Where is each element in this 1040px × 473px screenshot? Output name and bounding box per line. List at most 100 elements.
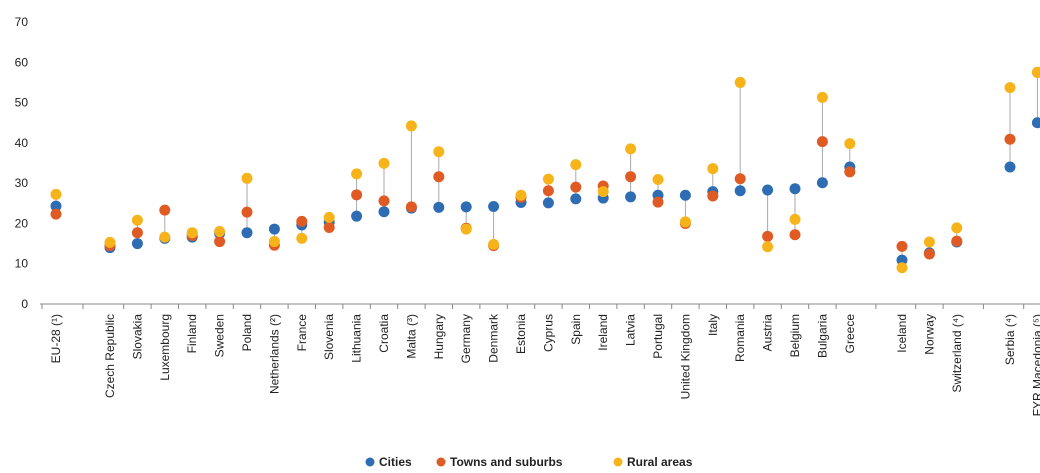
rural-areas-point [1004,82,1016,94]
rural-areas-point [816,91,828,103]
cities-point [351,210,363,222]
cities-point [1031,117,1040,129]
category-label: EU-28 (¹) [49,314,63,363]
category-label: FYR Macedonia (⁵) [1030,314,1040,416]
rural-areas-point [104,236,116,248]
category-label: Slovenia [322,314,336,360]
category-label: Greece [843,314,857,354]
range-lines [55,72,1038,268]
y-tick-label: 50 [15,96,29,110]
category-label: Malta (³) [404,314,418,359]
towns-suburbs-point [241,206,253,218]
legend-cities-marker [365,457,375,467]
towns-suburbs-point [131,227,143,239]
rural-areas-point [351,168,363,180]
towns-suburbs-point [570,181,582,193]
rural-areas-point [159,231,171,243]
towns-suburbs-point [844,166,856,178]
towns-suburbs-point [351,189,363,201]
cities-point [131,238,143,250]
category-label: Austria [761,314,775,352]
rural-areas-point [50,188,62,200]
rural-areas-point [625,143,637,155]
cities-point [679,189,691,201]
category-label: Denmark [487,313,501,363]
towns-suburbs-point [159,204,171,216]
rural-areas-point [652,174,664,186]
category-label: France [295,314,309,352]
rural-areas-point [241,172,253,184]
category-label: Belgium [788,314,802,357]
towns-suburbs-point [1004,133,1016,145]
cities-point [542,197,554,209]
category-label: Estonia [514,314,528,354]
rural-areas-point [214,225,226,237]
y-tick-label: 10 [15,257,29,271]
towns-suburbs-point [816,136,828,148]
y-tick-label: 60 [15,55,29,69]
y-axis: 0 10 20 30 40 50 60 70 [15,15,29,311]
rural-areas-point [923,236,935,248]
y-tick-label: 30 [15,176,29,190]
data-points [50,66,1040,274]
category-label: United Kingdom [678,314,692,399]
rural-areas-point [378,157,390,169]
category-label: Iceland [895,314,909,353]
rural-areas-point [734,76,746,88]
towns-suburbs-point [296,215,308,227]
category-label: Croatia [377,314,391,353]
category-label: Cyprus [541,314,555,352]
cities-point [378,206,390,218]
cities-point [488,201,500,213]
rural-areas-point [268,236,280,248]
cities-point [816,177,828,189]
cities-point [625,191,637,203]
rural-areas-point [1031,66,1040,78]
category-label: Switzerland (⁴) [950,314,964,393]
category-label: Slovakia [130,314,144,360]
y-tick-label: 0 [21,297,28,311]
legend: Cities Towns and suburbs Rural areas [365,455,693,469]
category-label: Sweden [213,314,227,357]
category-label: Bulgaria [815,314,829,358]
legend-towns-suburbs-marker [436,457,446,467]
towns-suburbs-point [951,235,963,247]
cities-point [460,201,472,213]
category-label: Portugal [651,314,665,359]
category-label: Poland [240,314,254,351]
rural-areas-point [323,211,335,223]
category-label: Netherlands (²) [267,314,281,394]
y-tick-label: 70 [15,15,29,29]
cities-point [570,193,582,205]
towns-suburbs-point [433,171,445,183]
cities-point [268,223,280,235]
rural-areas-point [679,216,691,228]
towns-suburbs-point [542,185,554,197]
towns-suburbs-point [762,230,774,242]
cities-point [789,183,801,195]
towns-suburbs-point [214,236,226,248]
category-label: Latvia [624,314,638,346]
rural-areas-point [488,238,500,250]
category-label: Hungary [432,314,446,359]
towns-suburbs-point [707,190,719,202]
towns-suburbs-point [652,196,664,208]
towns-suburbs-point [323,221,335,233]
rural-areas-point [405,120,417,132]
category-label: Norway [922,314,936,355]
towns-suburbs-point [923,248,935,260]
cities-point [241,227,253,239]
category-label: Romania [733,314,747,362]
rural-areas-point [515,189,527,201]
category-label: Czech Republic [103,314,117,398]
y-tick-label: 20 [15,216,29,230]
rural-areas-point [570,159,582,171]
towns-suburbs-point [734,173,746,185]
rural-areas-point [433,146,445,158]
cities-point [762,184,774,196]
rural-areas-point [131,214,143,226]
rural-areas-point [789,213,801,225]
cities-point [433,201,445,213]
category-label: Italy [706,314,720,336]
